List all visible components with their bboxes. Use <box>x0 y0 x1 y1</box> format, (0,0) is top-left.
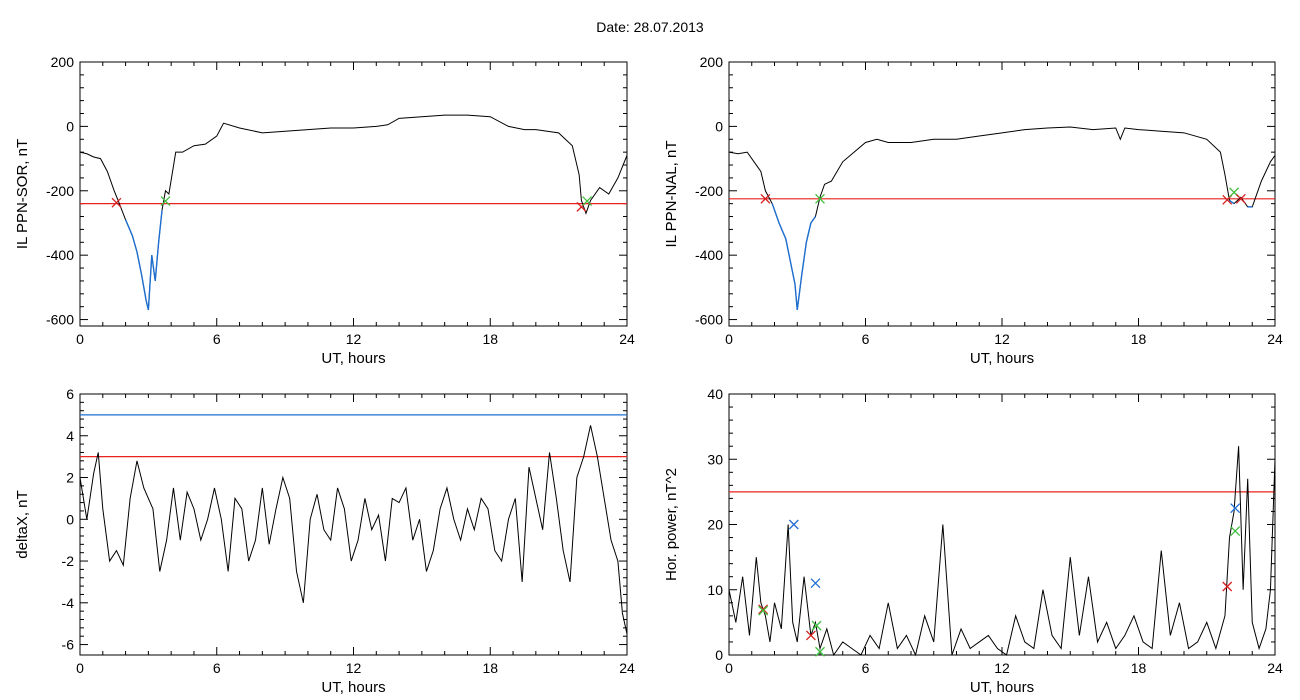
marker-red <box>1222 581 1233 592</box>
marker-green <box>815 193 825 204</box>
x-tick-label: 24 <box>1267 660 1283 676</box>
marker-blue <box>810 578 821 589</box>
y-tick-label: 0 <box>66 511 74 527</box>
y-tick-label: 30 <box>707 451 723 467</box>
marker-stroke <box>111 197 122 208</box>
y-tick-label: -400 <box>46 247 74 263</box>
marker-red <box>760 193 771 204</box>
y-tick-label: 200 <box>700 54 724 70</box>
series-below-threshold <box>771 203 817 310</box>
marker-stroke <box>1230 526 1241 536</box>
figure-title: Date: 28.07.2013 <box>596 19 704 35</box>
x-tick-label: 0 <box>725 660 733 676</box>
x-tick-label: 18 <box>1131 331 1147 347</box>
series-line <box>728 446 1276 657</box>
series-line <box>728 126 1276 310</box>
chart-panel-top-left: 0 6 12 18 24 -600 -400 -200 0 200 UT, hours IL PPN-… <box>14 54 635 367</box>
x-tick-label: 6 <box>213 660 221 676</box>
marker-stroke <box>810 578 821 589</box>
marker-blue <box>1230 503 1241 514</box>
marker-stroke <box>758 605 769 616</box>
marker-stroke <box>805 630 816 641</box>
series-below-threshold <box>124 210 163 311</box>
x-tick-label: 0 <box>76 660 84 676</box>
y-tick-label: 200 <box>51 54 75 70</box>
x-tick-label: 12 <box>994 660 1010 676</box>
x-tick-label: 12 <box>994 331 1010 347</box>
y-tick-label: 0 <box>715 647 723 663</box>
x-tick-label: 24 <box>619 331 635 347</box>
x-tick-label: 18 <box>482 331 498 347</box>
plot-frame <box>728 393 1276 656</box>
marker-stroke <box>1235 193 1246 204</box>
marker-red <box>1235 193 1246 204</box>
y-axis-label: Hor. power, nT^2 <box>663 468 680 581</box>
y-axis-label: IL PPN-NAL, nT <box>663 141 680 248</box>
x-tick-label: 6 <box>213 331 221 347</box>
x-axis-label: UT, hours <box>321 679 385 696</box>
marker-green <box>815 646 825 657</box>
x-tick-label: 0 <box>725 331 733 347</box>
y-tick-label: -200 <box>695 183 723 199</box>
marker-stroke <box>1222 581 1233 592</box>
plot-frame <box>79 393 628 656</box>
marker-red <box>111 197 122 208</box>
y-tick-label: 6 <box>66 386 74 402</box>
y-tick-label: 10 <box>707 582 723 598</box>
plot-frame <box>728 61 1276 327</box>
x-axis-label: UT, hours <box>970 679 1034 696</box>
y-tick-label: 2 <box>66 470 74 486</box>
y-tick-label: -6 <box>62 637 75 653</box>
marker-stroke <box>811 620 822 631</box>
y-tick-label: 0 <box>66 118 74 134</box>
x-tick-label: 24 <box>1267 331 1283 347</box>
chart-panel-bottom-right: 0 6 12 18 24 0 10 20 30 40 UT, hours Hor. power, nT… <box>663 386 1283 696</box>
marker-green <box>1230 526 1241 536</box>
marker-stroke <box>1229 187 1240 198</box>
y-tick-label: 4 <box>66 428 74 444</box>
marker-green <box>758 605 769 616</box>
y-tick-label: 40 <box>707 386 723 402</box>
marker-red <box>758 604 769 615</box>
y-tick-label: 0 <box>715 118 723 134</box>
x-axis-label: UT, hours <box>970 350 1034 367</box>
x-tick-label: 18 <box>1131 660 1147 676</box>
y-axis-label: deltaX, nT <box>14 490 31 558</box>
marker-stroke <box>815 646 825 657</box>
marker-stroke <box>815 193 825 204</box>
marker-stroke <box>788 519 799 530</box>
x-tick-label: 12 <box>346 331 362 347</box>
x-axis-label: UT, hours <box>321 350 385 367</box>
y-tick-label: -600 <box>695 312 723 328</box>
series-line <box>79 425 628 635</box>
marker-green <box>160 196 171 207</box>
marker-stroke <box>758 604 769 615</box>
marker-blue <box>788 519 799 530</box>
y-tick-label: 20 <box>707 517 723 533</box>
chart-panel-top-right: 0 6 12 18 24 -600 -400 -200 0 200 UT, hours IL PPN-… <box>663 54 1283 367</box>
marker-stroke <box>760 193 771 204</box>
x-tick-label: 0 <box>76 331 84 347</box>
x-tick-label: 18 <box>482 660 498 676</box>
marker-stroke <box>582 196 593 207</box>
x-tick-label: 6 <box>862 660 870 676</box>
x-tick-label: 24 <box>619 660 635 676</box>
y-axis-label: IL PPN-SOR, nT <box>14 139 31 249</box>
y-tick-label: -2 <box>62 553 75 569</box>
marker-stroke <box>1230 503 1241 514</box>
series-below-threshold <box>1229 199 1235 205</box>
marker-stroke <box>160 196 171 207</box>
y-tick-label: -600 <box>46 312 74 328</box>
y-tick-label: -4 <box>62 595 75 611</box>
marker-green <box>811 620 822 631</box>
marker-red <box>805 630 816 641</box>
y-tick-label: -200 <box>46 183 74 199</box>
y-tick-label: -400 <box>695 247 723 263</box>
x-tick-label: 6 <box>862 331 870 347</box>
marker-green <box>582 196 593 207</box>
plot-frame <box>79 61 628 327</box>
x-tick-label: 12 <box>346 660 362 676</box>
